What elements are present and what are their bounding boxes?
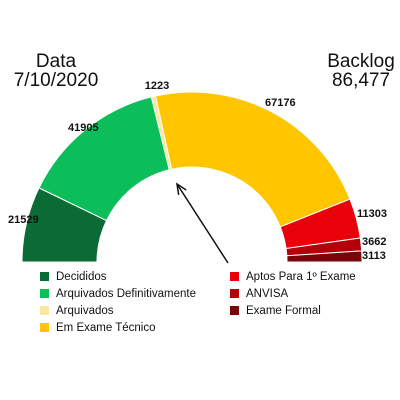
- legend-item-decididos: Decididos: [40, 268, 196, 285]
- legend-item-arquivados-definitivamente: Arquivados Definitivamente: [40, 285, 196, 302]
- legend-swatch: [230, 272, 239, 281]
- data-label-em-exame-tecnico: 67176: [265, 97, 296, 109]
- legend-item-aptos-para-1-exame: Aptos Para 1º Exame: [230, 268, 356, 285]
- legend-swatch: [40, 272, 49, 281]
- data-label-anvisa: 3662: [362, 236, 386, 248]
- backlog-block: Backlog 86,477: [316, 52, 400, 90]
- slice-exame-formal: [286, 250, 363, 263]
- gauge-needle: [176, 183, 229, 264]
- legend-label: Arquivados: [56, 304, 114, 317]
- legend-item-em-exame-tecnico: Em Exame Técnico: [40, 319, 196, 336]
- data-label-arquivados-definitivamente: 41905: [68, 122, 99, 134]
- data-label-arquivados: 1223: [145, 80, 169, 92]
- legend-label: Arquivados Definitivamente: [56, 287, 196, 300]
- legend-item-arquivados: Arquivados: [40, 302, 196, 319]
- gauge-needle-arrowhead: [176, 182, 187, 195]
- data-label-exame-formal: 3113: [362, 250, 386, 262]
- data-label-aptos-para-1-exame: 11303: [357, 208, 387, 220]
- slice-em-exame-tecnico: [154, 91, 351, 228]
- legend-swatch: [230, 306, 239, 315]
- date-label: Data: [35, 51, 77, 72]
- legend-swatch: [40, 306, 49, 315]
- legend-swatch: [40, 323, 49, 332]
- data-label-decididos: 21529: [8, 214, 39, 226]
- backlog-label: Backlog: [327, 51, 395, 72]
- legend-swatch: [40, 289, 49, 298]
- legend-label: Aptos Para 1º Exame: [246, 270, 356, 283]
- date-value: 7/10/2020: [13, 70, 99, 91]
- legend-item-exame-formal: Exame Formal: [230, 302, 356, 319]
- legend-swatch: [230, 289, 239, 298]
- legend-label: ANVISA: [246, 287, 289, 300]
- date-block: Data 7/10/2020: [10, 52, 102, 90]
- legend-label: Decididos: [56, 270, 107, 283]
- backlog-value: 86,477: [331, 70, 391, 91]
- legend-label: Em Exame Técnico: [56, 321, 156, 334]
- legend-item-anvisa: ANVISA: [230, 285, 356, 302]
- legend-label: Exame Formal: [246, 304, 321, 317]
